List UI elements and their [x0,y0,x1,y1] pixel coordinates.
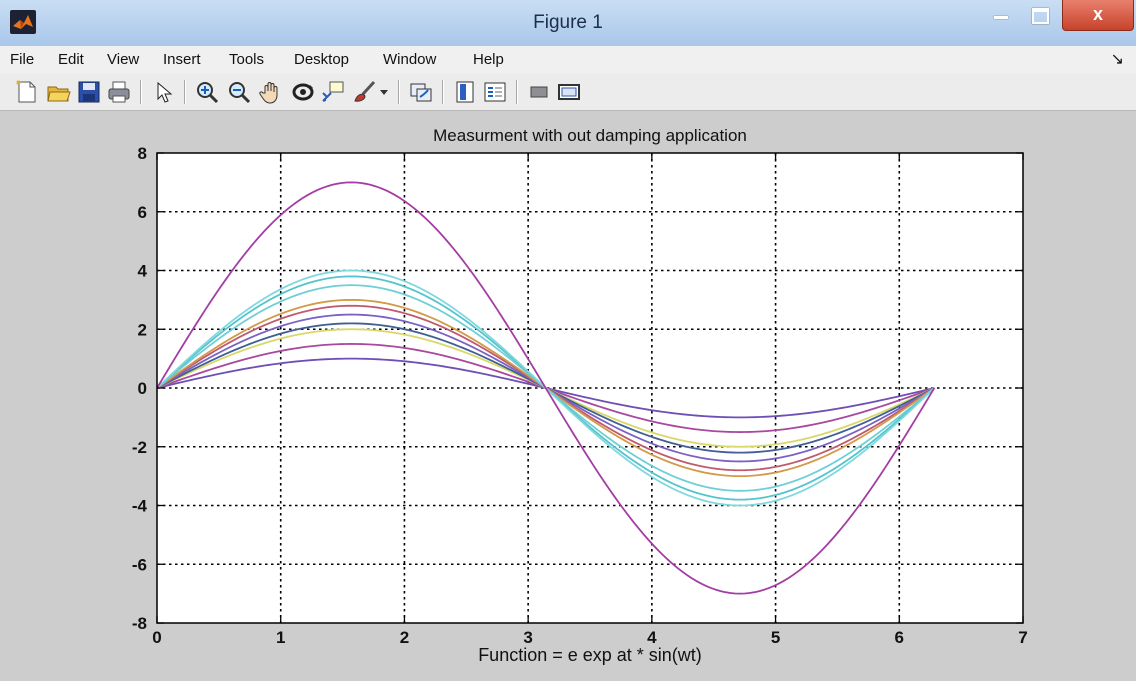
menu-edit[interactable]: Edit [58,51,84,68]
new-figure-icon[interactable] [14,79,40,105]
colorbar-icon[interactable] [452,79,478,105]
print-icon[interactable] [106,79,132,105]
y-tick-label: 4 [138,262,148,281]
menu-file[interactable]: File [10,51,35,68]
y-tick-label: -8 [132,614,147,633]
data-cursor-icon[interactable] [320,79,346,105]
y-tick-label: 2 [138,320,147,339]
menu-tools[interactable]: Tools [229,51,265,68]
menu-bar: File Edit View Insert Tools Desktop Wind… [0,46,1136,74]
open-file-icon[interactable] [46,79,72,105]
brush-dropdown-icon[interactable] [378,79,390,105]
matlab-logo-icon [10,10,36,34]
x-tick-label: 4 [647,628,657,647]
save-icon[interactable] [76,79,102,105]
y-tick-label: 0 [138,379,147,398]
x-tick-label: 7 [1018,628,1027,647]
show-plot-tools-icon[interactable] [556,79,582,105]
plot-svg: 0 1 2 3 4 5 6 7 -8 -6 -4 -2 0 2 4 6 8 Measurment with out… [132,126,1028,665]
close-button[interactable]: x [1062,0,1134,31]
link-plot-icon[interactable] [408,79,434,105]
window-titlebar: Figure 1 x [0,0,1136,47]
brush-icon[interactable] [352,79,378,105]
rotate-3d-icon[interactable] [290,79,316,105]
x-tick-label: 3 [523,628,532,647]
x-tick-label: 2 [400,628,409,647]
pointer-icon[interactable] [150,79,176,105]
figure-toolbar [0,74,1136,111]
chart-title: Measurment with out damping application [433,126,747,145]
maximize-button[interactable] [1022,0,1056,30]
x-axis-label: Function = e exp at * sin(wt) [478,645,702,665]
window-title: Figure 1 [533,12,603,33]
hide-plot-tools-icon[interactable] [526,79,552,105]
y-tick-label: 6 [138,203,147,222]
y-tick-label: -6 [132,555,147,574]
zoom-in-icon[interactable] [194,79,220,105]
minimize-button[interactable] [984,0,1018,30]
menu-desktop[interactable]: Desktop [294,51,350,68]
menu-overflow-icon[interactable]: ↘ [1110,51,1124,68]
x-tick-label: 0 [152,628,161,647]
pan-icon[interactable] [258,79,284,105]
y-tick-label: -2 [132,438,147,457]
series-line [156,181,936,595]
close-icon: x [1092,4,1103,24]
x-tick-label: 6 [895,628,904,647]
menu-insert[interactable]: Insert [163,51,201,68]
menu-help[interactable]: Help [473,51,504,68]
menu-window[interactable]: Window [383,51,437,68]
x-tick-label: 1 [276,628,285,647]
minimize-icon [994,16,1008,19]
legend-icon[interactable] [482,79,508,105]
zoom-out-icon[interactable] [226,79,252,105]
y-tick-label: -4 [132,497,148,516]
maximize-icon [1032,8,1049,24]
y-tick-label: 8 [138,144,147,163]
x-tick-label: 5 [771,628,780,647]
menu-view[interactable]: View [107,51,140,68]
figure-canvas: 0 1 2 3 4 5 6 7 -8 -6 -4 -2 0 2 4 6 8 Measurment with out… [0,111,1136,681]
